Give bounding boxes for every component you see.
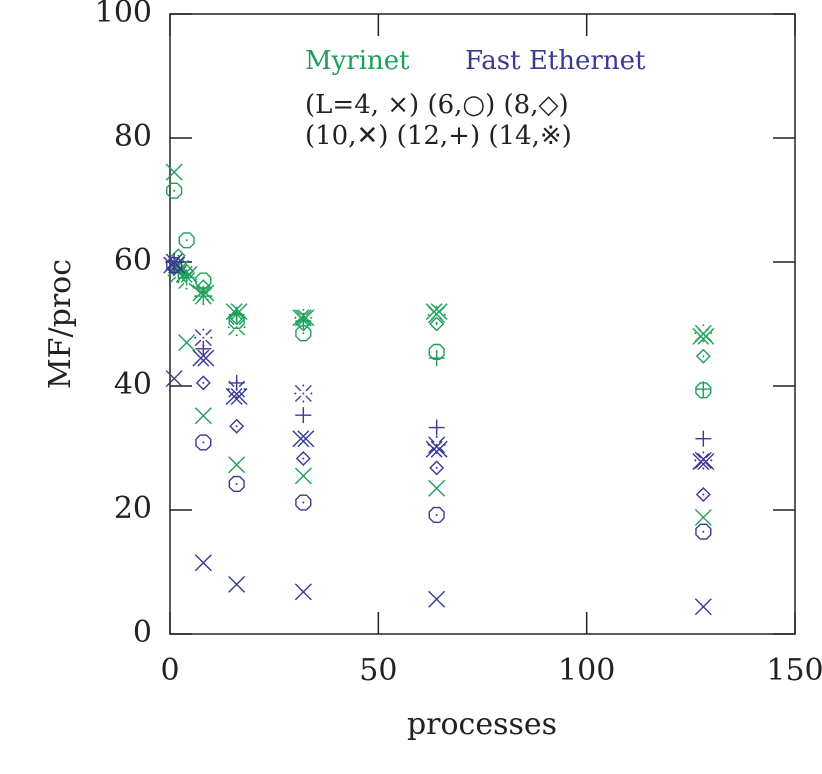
y-axis-label: MF/proc [43,259,78,389]
point [427,305,446,324]
y-tick-label: 80 [114,119,152,154]
point [194,328,213,347]
point [195,340,212,357]
point [295,494,312,511]
point [178,334,196,352]
point [195,375,211,391]
point [225,303,248,321]
x-tick-label: 100 [558,653,615,688]
point [192,349,215,367]
y-tick-label: 0 [133,615,152,650]
point [294,467,312,485]
plot-frame [169,13,796,635]
point [694,451,713,470]
point [428,506,445,524]
point [427,435,446,454]
point [694,508,712,526]
point [228,456,246,474]
point [228,575,246,593]
point [177,271,196,290]
point [292,430,315,448]
point [692,453,715,471]
point [294,583,312,601]
point [195,434,212,451]
point [292,309,315,327]
point [227,318,246,337]
point [429,460,445,476]
point [294,384,313,403]
point [695,348,711,364]
point [295,407,312,424]
point [695,487,711,502]
point [425,440,448,458]
point [695,523,712,540]
point [178,232,195,249]
y-tick-label: 60 [114,243,152,278]
x-axis-label: processes [407,707,557,742]
y-tick-label: 40 [114,367,152,402]
point [694,324,713,343]
point [165,253,184,271]
point [695,430,712,447]
legend-line: (10,✕) (12,+) (14,※) [305,121,572,151]
point [165,370,183,388]
point [295,451,311,467]
point [194,407,212,425]
legend-network: Myrinet [305,46,410,76]
x-tick-label: 0 [160,653,179,688]
y-tick-label: 100 [95,0,152,30]
point [294,308,313,327]
point [225,388,248,406]
point [227,380,246,399]
x-tick-label: 50 [359,653,397,688]
point [228,475,245,493]
point [166,182,183,199]
point [428,590,446,608]
point [428,350,445,367]
y-tick-label: 20 [114,491,152,526]
point [229,418,245,434]
legend-network: Fast Ethernet [465,46,646,76]
legend-line: (L=4, ×) (6,○) (8,◇) [305,90,569,120]
point [165,163,183,181]
x-tick-label: 150 [766,653,822,688]
point [295,325,312,342]
point [695,381,712,398]
point [194,554,212,572]
point [694,598,712,616]
point [194,287,213,306]
point [428,479,446,497]
point [428,419,445,436]
